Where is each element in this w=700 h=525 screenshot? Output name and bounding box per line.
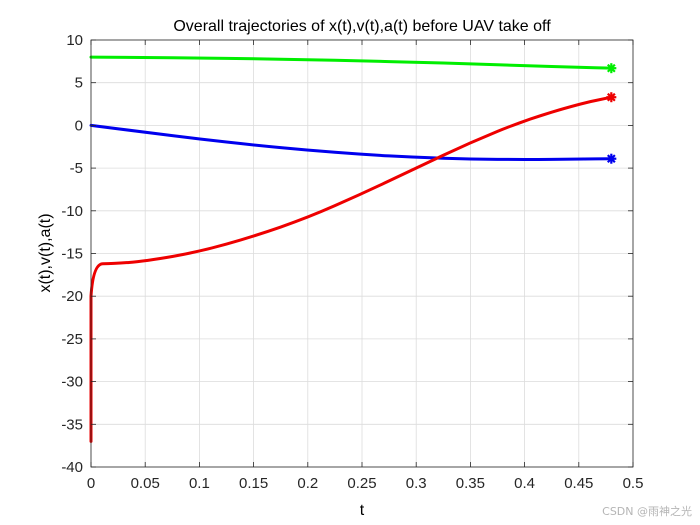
x-tick-label: 0.4 xyxy=(514,475,535,492)
y-tick-label: 0 xyxy=(75,117,83,134)
x-tick-label: 0 xyxy=(87,475,95,492)
x-axis-ticks: 0 0.05 0.1 0.15 0.2 0.25 0.3 0.35 0.4 0.45 0.5 xyxy=(87,40,644,492)
y-tick-label: -20 xyxy=(61,288,83,305)
y-tick-label: -15 xyxy=(61,246,83,263)
y-tick-label: -5 xyxy=(70,160,83,177)
y-tick-label: 10 xyxy=(66,32,83,49)
x-tick-label: 0.3 xyxy=(406,475,427,492)
series-end-marker-0 xyxy=(606,63,617,74)
x-tick-label: 0.35 xyxy=(456,475,485,492)
x-tick-label: 0.5 xyxy=(623,475,644,492)
x-tick-label: 0.1 xyxy=(189,475,210,492)
y-tick-label: -35 xyxy=(61,416,83,433)
series-end-marker-2 xyxy=(606,92,617,103)
chart-title: Overall trajectories of x(t),v(t),a(t) b… xyxy=(173,18,551,35)
x-tick-label: 0.15 xyxy=(239,475,268,492)
y-tick-label: -25 xyxy=(61,331,83,348)
series-line-0 xyxy=(89,55,613,70)
x-tick-label: 0.2 xyxy=(297,475,318,492)
x-tick-label: 0.45 xyxy=(564,475,593,492)
y-tick-label: -30 xyxy=(61,374,83,391)
series-layer xyxy=(89,55,617,443)
series-line-1 xyxy=(89,123,613,161)
series-end-marker-1 xyxy=(606,153,617,164)
y-tick-label: -40 xyxy=(61,459,83,476)
y-axis-ticks: -40 -35 -30 -25 -20 -15 -10 -5 0 5 10 xyxy=(61,32,633,476)
x-tick-label: 0.25 xyxy=(347,475,376,492)
y-tick-label: 5 xyxy=(75,75,83,92)
x-tick-label: 0.05 xyxy=(131,475,160,492)
series-line-2 xyxy=(89,95,613,443)
x-axis-label: t xyxy=(360,502,365,519)
watermark: CSDN @雨神之光 xyxy=(602,505,692,518)
y-tick-label: -10 xyxy=(61,203,83,220)
y-axis-label: x(t),v(t),a(t) xyxy=(37,213,54,292)
